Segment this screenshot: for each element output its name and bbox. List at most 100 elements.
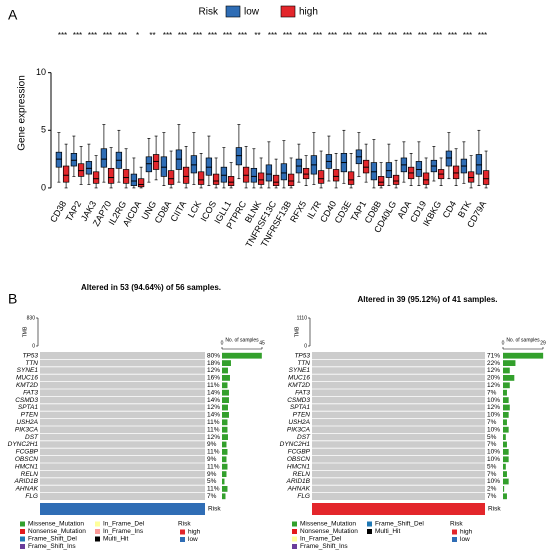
box: [242, 166, 250, 183]
gene-bar: [503, 434, 506, 440]
percent-label: 14%: [207, 412, 220, 419]
legend-swatch: [292, 544, 297, 549]
gene-label: USH2A: [288, 419, 310, 426]
significance: **: [254, 31, 260, 40]
gene-label: PTEN: [21, 412, 39, 419]
significance: ***: [433, 31, 442, 40]
box: [55, 151, 63, 168]
gene-label: PIK3CA: [15, 426, 38, 433]
percent-label: 14%: [207, 389, 220, 396]
legend-swatch: [95, 536, 100, 542]
gene-label: FLG: [297, 493, 310, 500]
percent-label: 12%: [487, 382, 500, 389]
box: [77, 163, 85, 177]
legend-swatch: [292, 529, 297, 534]
box: [280, 163, 288, 181]
percent-label: 20%: [487, 375, 500, 382]
panel-label: B: [8, 291, 17, 307]
legend-swatch: [20, 521, 25, 527]
samples-tick-label: 0: [221, 340, 224, 346]
percent-label: 2%: [487, 486, 497, 493]
legend-label: In_Frame_Ins: [103, 528, 144, 535]
box: [122, 169, 130, 184]
legend-swatch: [280, 5, 296, 18]
box: [152, 154, 160, 170]
percent-label: 11%: [207, 449, 220, 456]
legend-swatch: [367, 521, 372, 527]
gene-label: USH2A: [16, 419, 38, 426]
percent-label: 18%: [207, 360, 220, 367]
legend-label: high: [460, 529, 473, 536]
box: [92, 171, 100, 184]
significance: ***: [118, 31, 127, 40]
legend-swatch: [95, 529, 100, 534]
gene-label: TP53: [22, 352, 38, 359]
gene-bar: [503, 389, 507, 396]
legend-label: In_Frame_Del: [300, 536, 342, 543]
gene-bar: [503, 367, 510, 374]
risk-bar: [312, 503, 485, 515]
box: [452, 165, 460, 180]
legend-label: high: [299, 7, 318, 18]
gene-bar: [222, 456, 227, 463]
legend-label: Frame_Shift_Ins: [300, 543, 348, 550]
percent-label: 12%: [487, 404, 500, 411]
box: [205, 157, 213, 176]
samples-label: No. of samples: [225, 337, 259, 343]
x-tick-label: CIITA: [168, 199, 188, 223]
gene-bar: [222, 367, 228, 374]
percent-label: 9%: [207, 471, 217, 478]
legend-label: Missense_Mutation: [300, 521, 356, 528]
gene-label: KMT2D: [16, 382, 38, 389]
percent-label: 12%: [207, 404, 220, 411]
gene-bar: [503, 456, 509, 463]
panel-label: A: [8, 7, 18, 23]
box: [70, 152, 78, 167]
percent-label: 9%: [207, 456, 217, 463]
significance: ***: [328, 31, 337, 40]
legend-label: Multi_Hit: [375, 528, 400, 535]
gene-bar: [503, 419, 507, 426]
risk-bar: [40, 503, 205, 515]
significance: ***: [178, 31, 187, 40]
percent-label: 16%: [207, 375, 220, 382]
percent-label: 5%: [487, 434, 497, 441]
gene-label: TP53: [294, 352, 310, 359]
gene-label: FCGBP: [16, 449, 39, 456]
box: [287, 173, 295, 186]
percent-label: 10%: [487, 449, 500, 456]
box: [482, 170, 490, 185]
gene-bar: [222, 404, 228, 411]
significance: ***: [298, 31, 307, 40]
gene-label: DST: [25, 434, 39, 441]
legend-label: Nonsense_Mutation: [300, 528, 358, 535]
gene-label: DST: [297, 434, 311, 441]
x-tick-label: CD38: [48, 199, 68, 224]
gene-bar: [222, 382, 228, 389]
gene-bar: [222, 412, 229, 418]
legend-label: Frame_Shift_Del: [28, 536, 77, 543]
box: [422, 172, 430, 185]
box: [220, 166, 228, 183]
percent-label: 12%: [207, 367, 220, 374]
gene-label: SYNE1: [17, 367, 39, 374]
tmb-tick-label: 1110: [297, 315, 308, 321]
gene-label: TTN: [25, 360, 38, 367]
risk-bar-label: Risk: [488, 506, 501, 513]
box: [62, 165, 70, 183]
percent-label: 14%: [207, 397, 220, 404]
legend-title: Risk: [178, 521, 191, 528]
samples-label: No. of samples: [506, 337, 540, 343]
legend-label: Nonsense_Mutation: [28, 528, 86, 535]
gene-label: CSMD3: [287, 397, 310, 404]
legend-label: In_Frame_Del: [103, 521, 145, 528]
box: [415, 161, 423, 177]
gene-label: PTEN: [293, 412, 311, 419]
percent-label: 11%: [207, 382, 220, 389]
percent-label: 10%: [487, 397, 500, 404]
gene-label: RELN: [21, 471, 39, 478]
gene-bar: [222, 389, 229, 396]
gene-bar: [503, 463, 506, 470]
samples-tick-label: 0: [502, 340, 505, 346]
